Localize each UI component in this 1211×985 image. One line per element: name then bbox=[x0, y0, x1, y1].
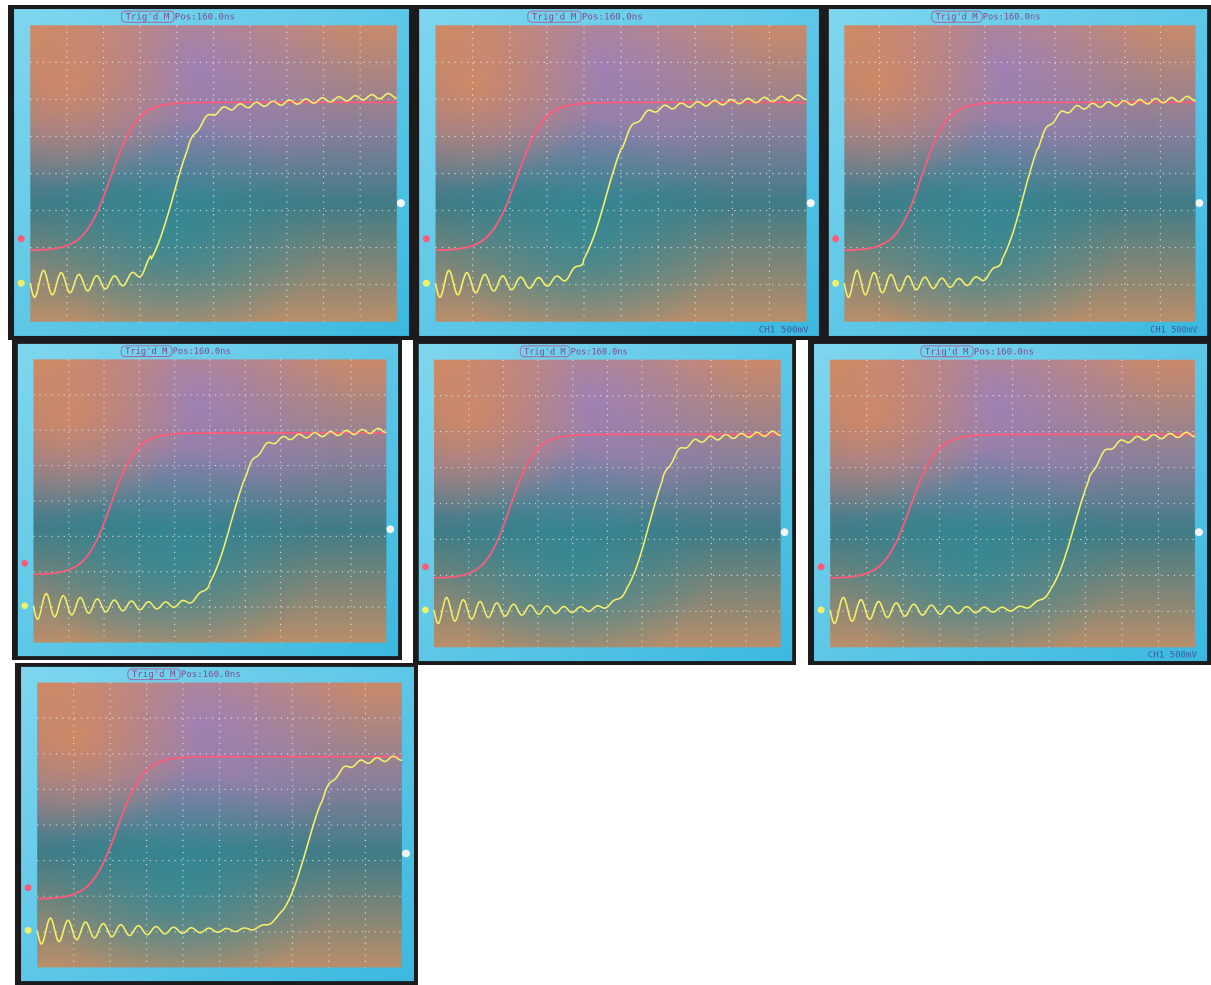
footer-text: CH1 500mV bbox=[1150, 325, 1198, 335]
footer-text: CH1 500mV bbox=[1148, 651, 1198, 661]
trigger-marker bbox=[397, 199, 405, 207]
screen: Trig'd M Pos:160.0ns bbox=[15, 663, 418, 985]
ch2-marker bbox=[18, 235, 25, 242]
screen: Trig'd M Pos:160.0ns CH1 500mV bbox=[808, 340, 1211, 665]
oscilloscope-photo: Trig'd M Pos:160.0ns CH1 500mV bbox=[413, 5, 823, 340]
screen: Trig'd M Pos:160.0ns CH1 500mV bbox=[413, 5, 823, 340]
oscilloscope-photo: Trig'd M Pos:160.0ns CH1 500mV bbox=[823, 5, 1211, 340]
oscilloscope-photo: Trig'd M Pos:160.0ns bbox=[15, 663, 418, 985]
ch1-marker bbox=[18, 280, 25, 287]
header-text: Trig'd M Pos:160.0ns bbox=[524, 347, 628, 357]
trigger-marker bbox=[1195, 528, 1203, 536]
trigger-marker bbox=[1195, 199, 1203, 207]
oscilloscope-photo: Trig'd M Pos:160.0ns bbox=[8, 5, 413, 340]
header-text: Trig'd M Pos:160.0ns bbox=[532, 12, 643, 23]
ch1-marker bbox=[422, 606, 429, 613]
oscilloscope-photo: Trig'd M Pos:160.0ns bbox=[413, 340, 796, 665]
screen: Trig'd M Pos:160.0ns bbox=[413, 340, 796, 665]
header-text: Trig'd M Pos:160.0ns bbox=[936, 13, 1041, 23]
ch2-marker bbox=[423, 235, 430, 242]
ch1-marker bbox=[818, 606, 825, 613]
ch2-marker bbox=[21, 560, 28, 567]
trigger-marker bbox=[386, 525, 394, 533]
footer-text: CH1 500mV bbox=[759, 324, 809, 335]
header-text: Trig'd M Pos:160.0ns bbox=[125, 13, 235, 23]
header-text: Trig'd M Pos:160.0ns bbox=[925, 347, 1034, 357]
photo-collage: Trig'd M Pos:160.0nsTrig'd M Pos:160.0ns… bbox=[0, 0, 1211, 985]
ch2-marker bbox=[25, 884, 32, 891]
screen: Trig'd M Pos:160.0ns bbox=[12, 340, 402, 660]
ch2-marker bbox=[818, 563, 825, 570]
ch2-marker bbox=[422, 563, 429, 570]
ch1-marker bbox=[25, 927, 32, 934]
header-text: Trig'd M Pos:160.0ns bbox=[132, 670, 241, 680]
trigger-marker bbox=[402, 850, 410, 858]
ch2-marker bbox=[832, 235, 839, 242]
oscilloscope-photo: Trig'd M Pos:160.0ns CH1 500mV bbox=[808, 340, 1211, 665]
header-text: Trig'd M Pos:160.0ns bbox=[125, 347, 231, 357]
ch1-marker bbox=[21, 602, 28, 609]
screen: Trig'd M Pos:160.0ns bbox=[8, 5, 413, 340]
oscilloscope-photo: Trig'd M Pos:160.0ns bbox=[12, 340, 402, 660]
screen: Trig'd M Pos:160.0ns CH1 500mV bbox=[823, 5, 1211, 340]
trigger-marker bbox=[807, 199, 815, 207]
ch1-marker bbox=[832, 280, 839, 287]
trigger-marker bbox=[781, 528, 789, 536]
ch1-marker bbox=[423, 280, 430, 287]
